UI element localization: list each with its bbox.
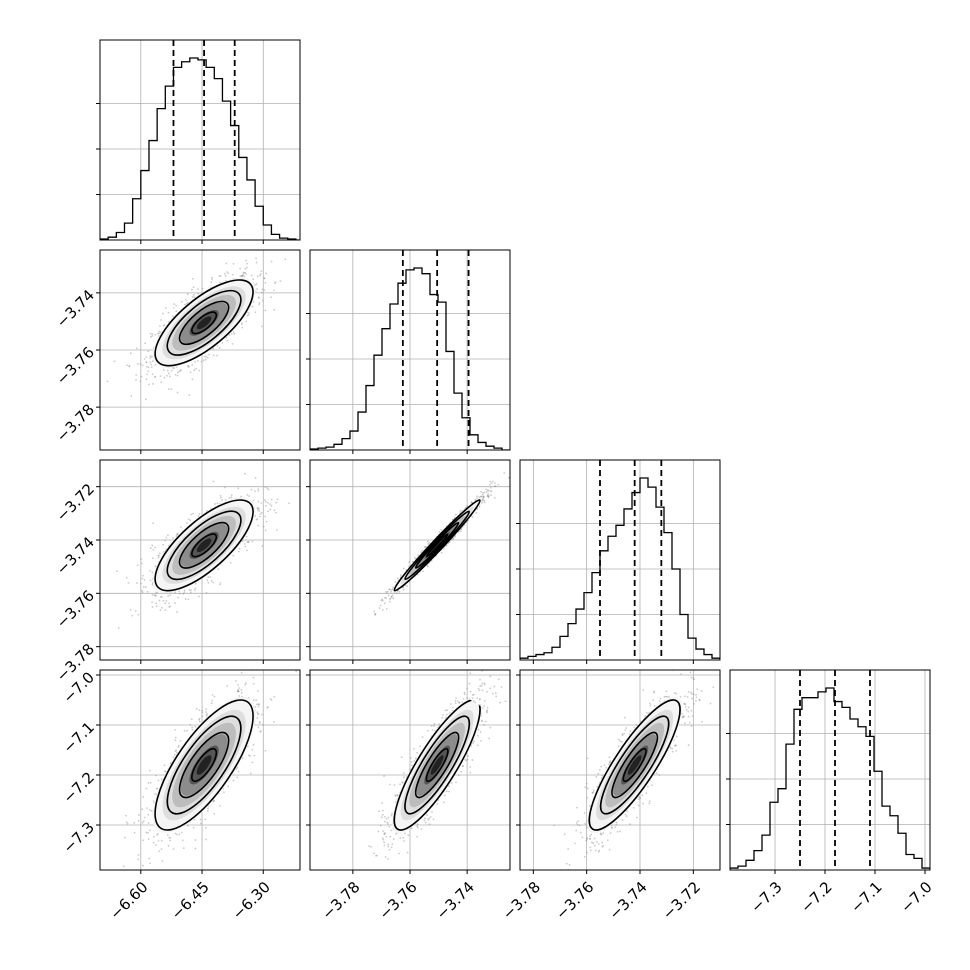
contour-1	[178, 731, 230, 799]
density-fill-5	[196, 755, 212, 775]
contour-2	[599, 715, 670, 815]
y-tick-label: −7.1	[60, 718, 98, 756]
histogram-panel-0	[96, 39, 301, 244]
histogram-line	[520, 477, 720, 660]
contour-1	[178, 521, 230, 569]
density-fill-5	[627, 755, 642, 775]
contour-0	[191, 533, 218, 558]
x-tick-label: −7.0	[897, 878, 935, 916]
panel-frame	[99, 669, 301, 871]
x-tick-label: −3.76	[376, 878, 421, 923]
contour-1	[414, 521, 460, 569]
histogram-panel-3: −7.3 −7.2 −7.1 −7.0	[726, 669, 936, 917]
histogram-panel-2	[516, 459, 721, 664]
contour-0	[425, 533, 449, 558]
contour-3	[154, 499, 254, 592]
density-fill-5	[196, 316, 212, 330]
contour-3	[154, 699, 254, 831]
contour-1	[611, 731, 659, 799]
y-tick-label: −3.76	[53, 587, 98, 632]
contour-0	[425, 747, 449, 783]
y-tick-label: −3.72	[53, 480, 98, 525]
histogram-panel-1	[306, 249, 511, 454]
y-tick-label: −7.2	[60, 768, 98, 806]
contour-2	[166, 289, 242, 356]
panel-frame	[99, 459, 301, 661]
contour-1	[178, 300, 230, 346]
scatter-panel-2-0: −3.78−3.76−3.74−3.72	[53, 459, 301, 685]
x-tick-label: −7.2	[797, 878, 835, 916]
contour-0	[191, 747, 218, 783]
x-tick-label: −7.1	[847, 878, 885, 916]
x-tick-label: −6.60	[106, 878, 151, 923]
scatter-panel-1-0: −3.78 −3.76 −3.74	[53, 249, 301, 454]
contour-2	[404, 510, 471, 581]
y-tick-label: −3.74	[53, 533, 98, 578]
contour-3	[393, 499, 481, 592]
x-tick-label: −3.74	[606, 878, 651, 923]
scatter-panel-3-2: −3.78 −3.76 −3.74 −3.72	[499, 669, 721, 923]
x-tick-label: −6.45	[168, 878, 213, 923]
histogram-line	[310, 267, 510, 450]
panel-frame	[519, 459, 721, 661]
scatter-panel-3-1: −3.78 −3.76 −3.74	[306, 669, 511, 923]
contour-2	[404, 715, 471, 815]
x-tick-label: −7.3	[747, 878, 785, 916]
contour-2	[166, 715, 242, 815]
contour-0	[191, 311, 218, 335]
panel-frame	[519, 669, 721, 871]
contour-3	[588, 699, 681, 831]
x-tick-label: −3.72	[659, 878, 704, 923]
density-fill-5	[430, 538, 444, 553]
y-tick-label: −7.3	[60, 818, 98, 856]
y-tick-label: −3.74	[53, 286, 98, 331]
scatter-panel-3-0: −6.60 −6.45 −6.30−7.3−7.2−7.1−7.0	[60, 668, 301, 923]
x-tick-label: −3.78	[499, 878, 544, 923]
x-tick-label: −3.78	[318, 878, 363, 923]
panel-frame	[729, 669, 931, 871]
contour-2	[166, 510, 242, 581]
density-fill-5	[430, 755, 444, 775]
density-fill-5	[196, 538, 212, 553]
scatter-panel-2-1	[306, 459, 511, 664]
histogram-line	[730, 687, 930, 870]
x-tick-label: −3.76	[552, 878, 597, 923]
histogram-line	[100, 57, 300, 240]
contour-1	[414, 731, 460, 799]
contour-3	[154, 279, 254, 367]
x-tick-label: −6.30	[229, 878, 274, 923]
contour-0	[622, 747, 647, 783]
panel-frame	[99, 39, 301, 241]
x-tick-label: −3.74	[433, 878, 478, 923]
y-tick-label: −3.76	[53, 343, 98, 388]
y-tick-label: −3.78	[53, 400, 98, 445]
